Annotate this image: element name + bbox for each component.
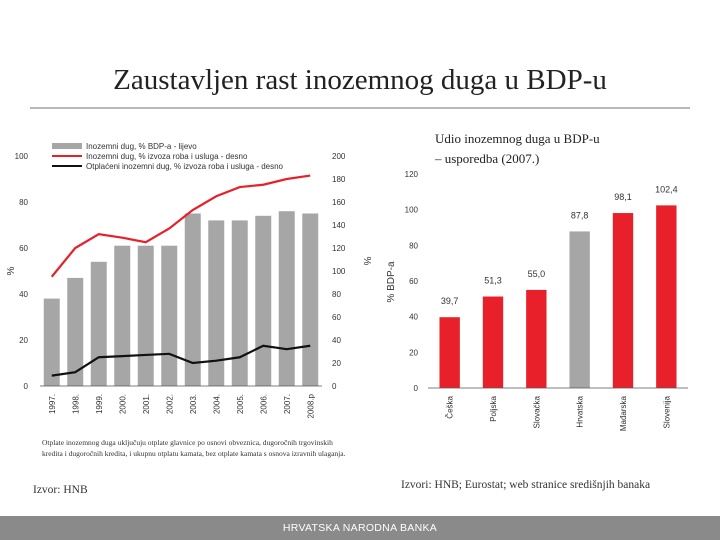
x-tick-label: 1998. (71, 394, 80, 414)
right-chart-title-line1: Udio inozemnog duga u BDP-u (435, 131, 600, 146)
right-axis-label: % (361, 257, 372, 266)
x-tick-label: 2005. (236, 394, 245, 414)
bar-debt-gdp (137, 245, 154, 386)
x-tick-label: 2004. (212, 394, 221, 414)
country-label: Slovačka (532, 395, 541, 428)
right-axis-tick-label: 20 (332, 359, 341, 368)
comparison-bar (526, 289, 547, 388)
left-axis-label: % (6, 266, 17, 275)
right-y-tick-label: 100 (405, 206, 419, 215)
right-y-tick-label: 40 (409, 313, 418, 322)
bar-debt-gdp (161, 245, 178, 386)
x-tick-label: 2003. (189, 394, 198, 414)
right-axis-tick-label: 60 (332, 313, 341, 322)
left-axis-tick-label: 60 (19, 244, 28, 253)
line-debt-exports (50, 174, 311, 278)
bar-debt-gdp (90, 261, 107, 386)
bar-debt-gdp (255, 215, 272, 386)
bar-value-label: 87,8 (571, 210, 589, 220)
legend-label: Inozemni dug, % BDP-a - lijevo (86, 142, 197, 151)
bar-value-label: 98,1 (614, 192, 632, 202)
right-chart-title: Udio inozemnog duga u BDP-u – usporedba (… (434, 131, 600, 166)
bar-debt-gdp (278, 211, 295, 386)
x-tick-label: 2001. (142, 394, 151, 414)
right-axis-tick-label: 100 (332, 267, 346, 276)
right-axis-tick-label: 120 (332, 244, 346, 253)
country-label: Mađarska (619, 395, 628, 431)
footer-label: HRVATSKA NARODNA BANKA (282, 522, 438, 534)
title-divider (30, 107, 690, 109)
right-axis-tick-label: 140 (332, 221, 346, 230)
country-label: Poljska (489, 395, 498, 421)
left-axis-tick-label: 100 (15, 152, 29, 161)
bar-debt-gdp (43, 298, 60, 386)
right-axis-tick-label: 0 (332, 382, 337, 391)
bar-debt-gdp (231, 220, 248, 386)
right-y-tick-label: 60 (409, 277, 418, 286)
bar-debt-gdp (114, 245, 131, 386)
legend-swatch-bar (52, 143, 82, 149)
line-repaid-exports (51, 344, 311, 377)
left-axis-tick-label: 80 (19, 198, 28, 207)
right-axis-tick-label: 40 (332, 336, 341, 345)
right-axis-tick-label: 80 (332, 290, 341, 299)
x-tick-label: 1997. (48, 394, 57, 414)
x-tick-label: 2007. (283, 394, 292, 414)
x-tick-label: 2002. (165, 394, 174, 414)
right-axis-tick-label: 200 (332, 152, 346, 161)
legend-label: Otplaćeni inozemni dug, % izvoza roba i … (86, 162, 284, 171)
left-axis-tick-label: 40 (19, 290, 28, 299)
right-y-tick-label: 80 (409, 241, 418, 250)
country-label: Hrvatska (576, 395, 585, 427)
bar-debt-gdp (184, 213, 201, 386)
right-y-axis-label: % BDP-a (386, 261, 397, 303)
country-label: Češka (446, 395, 455, 418)
x-tick-label: 1999. (95, 394, 104, 414)
bar-value-label: 39,7 (441, 296, 459, 306)
footnote: Otplate inozemnog duga uključuju otplate… (42, 438, 346, 458)
comparison-bar (569, 231, 590, 388)
bar-value-label: 102,4 (655, 184, 678, 194)
right-y-tick-label: 120 (405, 170, 419, 179)
left-axis-tick-label: 0 (24, 382, 29, 391)
comparison-bar (439, 317, 460, 388)
x-tick-label: 2000. (118, 394, 127, 414)
bar-debt-gdp (208, 220, 225, 386)
bar-value-label: 55,0 (528, 269, 546, 279)
right-axis-tick-label: 180 (332, 175, 346, 184)
comparison-bar (482, 296, 504, 388)
x-tick-label: 2006. (259, 394, 268, 414)
right-chart-title-line2: – usporedba (2007.) (434, 151, 539, 166)
bar-debt-gdp (302, 213, 319, 386)
slide-title: Zaustavljen rast inozemnog duga u BDP-u (113, 64, 607, 96)
right-y-tick-label: 0 (414, 384, 419, 393)
right-axis-tick-label: 160 (332, 198, 346, 207)
country-label: Slovenija (662, 395, 671, 428)
right-y-tick-label: 20 (409, 348, 418, 357)
comparison-bar (656, 205, 677, 388)
bar-debt-gdp (67, 277, 84, 386)
bar-value-label: 51,3 (484, 276, 502, 286)
comparison-bar (612, 213, 634, 388)
source-left: Izvor: HNB (33, 484, 88, 496)
x-tick-label: 2008.p (306, 393, 315, 418)
source-right: Izvori: HNB; Eurostat; web stranice sred… (401, 479, 651, 491)
legend-label: Inozemni dug, % izvoza roba i usluga - d… (86, 152, 248, 161)
footer-bar: HRVATSKA NARODNA BANKA (0, 516, 720, 540)
left-axis-tick-label: 20 (19, 336, 28, 345)
